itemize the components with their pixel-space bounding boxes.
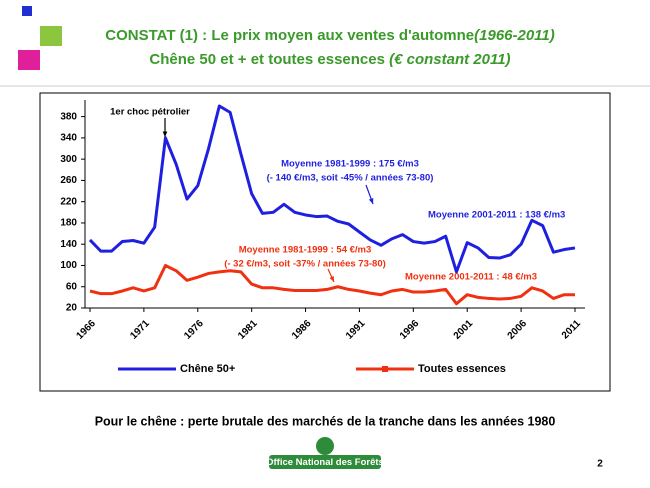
y-tick-label: 60 [66,281,78,292]
title-line1: CONSTAT (1) : Le prix moyen aux ventes d… [105,27,555,44]
annotation: Moyenne 2001-2011 : 138 €/m3 [428,210,565,221]
series-line [88,104,576,274]
annotation: Moyenne 2001-2011 : 48 €/m3 [405,272,537,283]
legend-label: Toutes essences [418,363,506,375]
annotation: (- 140 €/m3, soit -45% / années 73-80) [267,173,434,184]
y-tick-label: 340 [60,133,77,144]
legend-marker [382,366,388,372]
conclusion: Pour le chêne : perte brutale des marché… [95,414,556,428]
logo-badge [269,455,381,469]
y-tick-label: 300 [60,154,77,165]
page-number: 2 [597,459,603,470]
annotation: (- 32 €/m3, soit -37% / années 73-80) [224,259,386,270]
y-tick-label: 380 [60,111,77,122]
logo-icon [316,437,334,455]
arrow-head [329,276,334,282]
legend-label: Chêne 50+ [180,363,235,375]
annotation: 1er choc pétrolier [110,107,190,118]
y-tick-label: 140 [60,239,77,250]
deco-square [40,26,62,46]
deco-square [18,50,40,70]
arrow-head [162,131,168,137]
arrow-head [368,198,374,204]
y-tick-label: 180 [60,218,77,229]
series-line [89,263,575,306]
logo-text: Office National des Forêts [266,457,384,468]
y-tick-label: 100 [60,260,77,271]
title-text: (€ constant 2011) [389,51,510,68]
annotation: Moyenne 1981-1999 : 54 €/m3 [239,245,372,256]
title-text: (1966-2011) [474,27,555,44]
y-tick-label: 220 [60,196,77,207]
title-line2: Chêne 50 et + et toutes essences (€ cons… [149,51,510,68]
title-text: CONSTAT (1) : Le prix moyen aux ventes d… [105,27,474,44]
annotation: Moyenne 1981-1999 : 175 €/m3 [281,159,419,170]
y-tick-label: 260 [60,175,77,186]
title-text: Chêne 50 et + et toutes essences [149,51,389,68]
y-tick-label: 20 [66,303,78,314]
deco-square [22,6,32,16]
